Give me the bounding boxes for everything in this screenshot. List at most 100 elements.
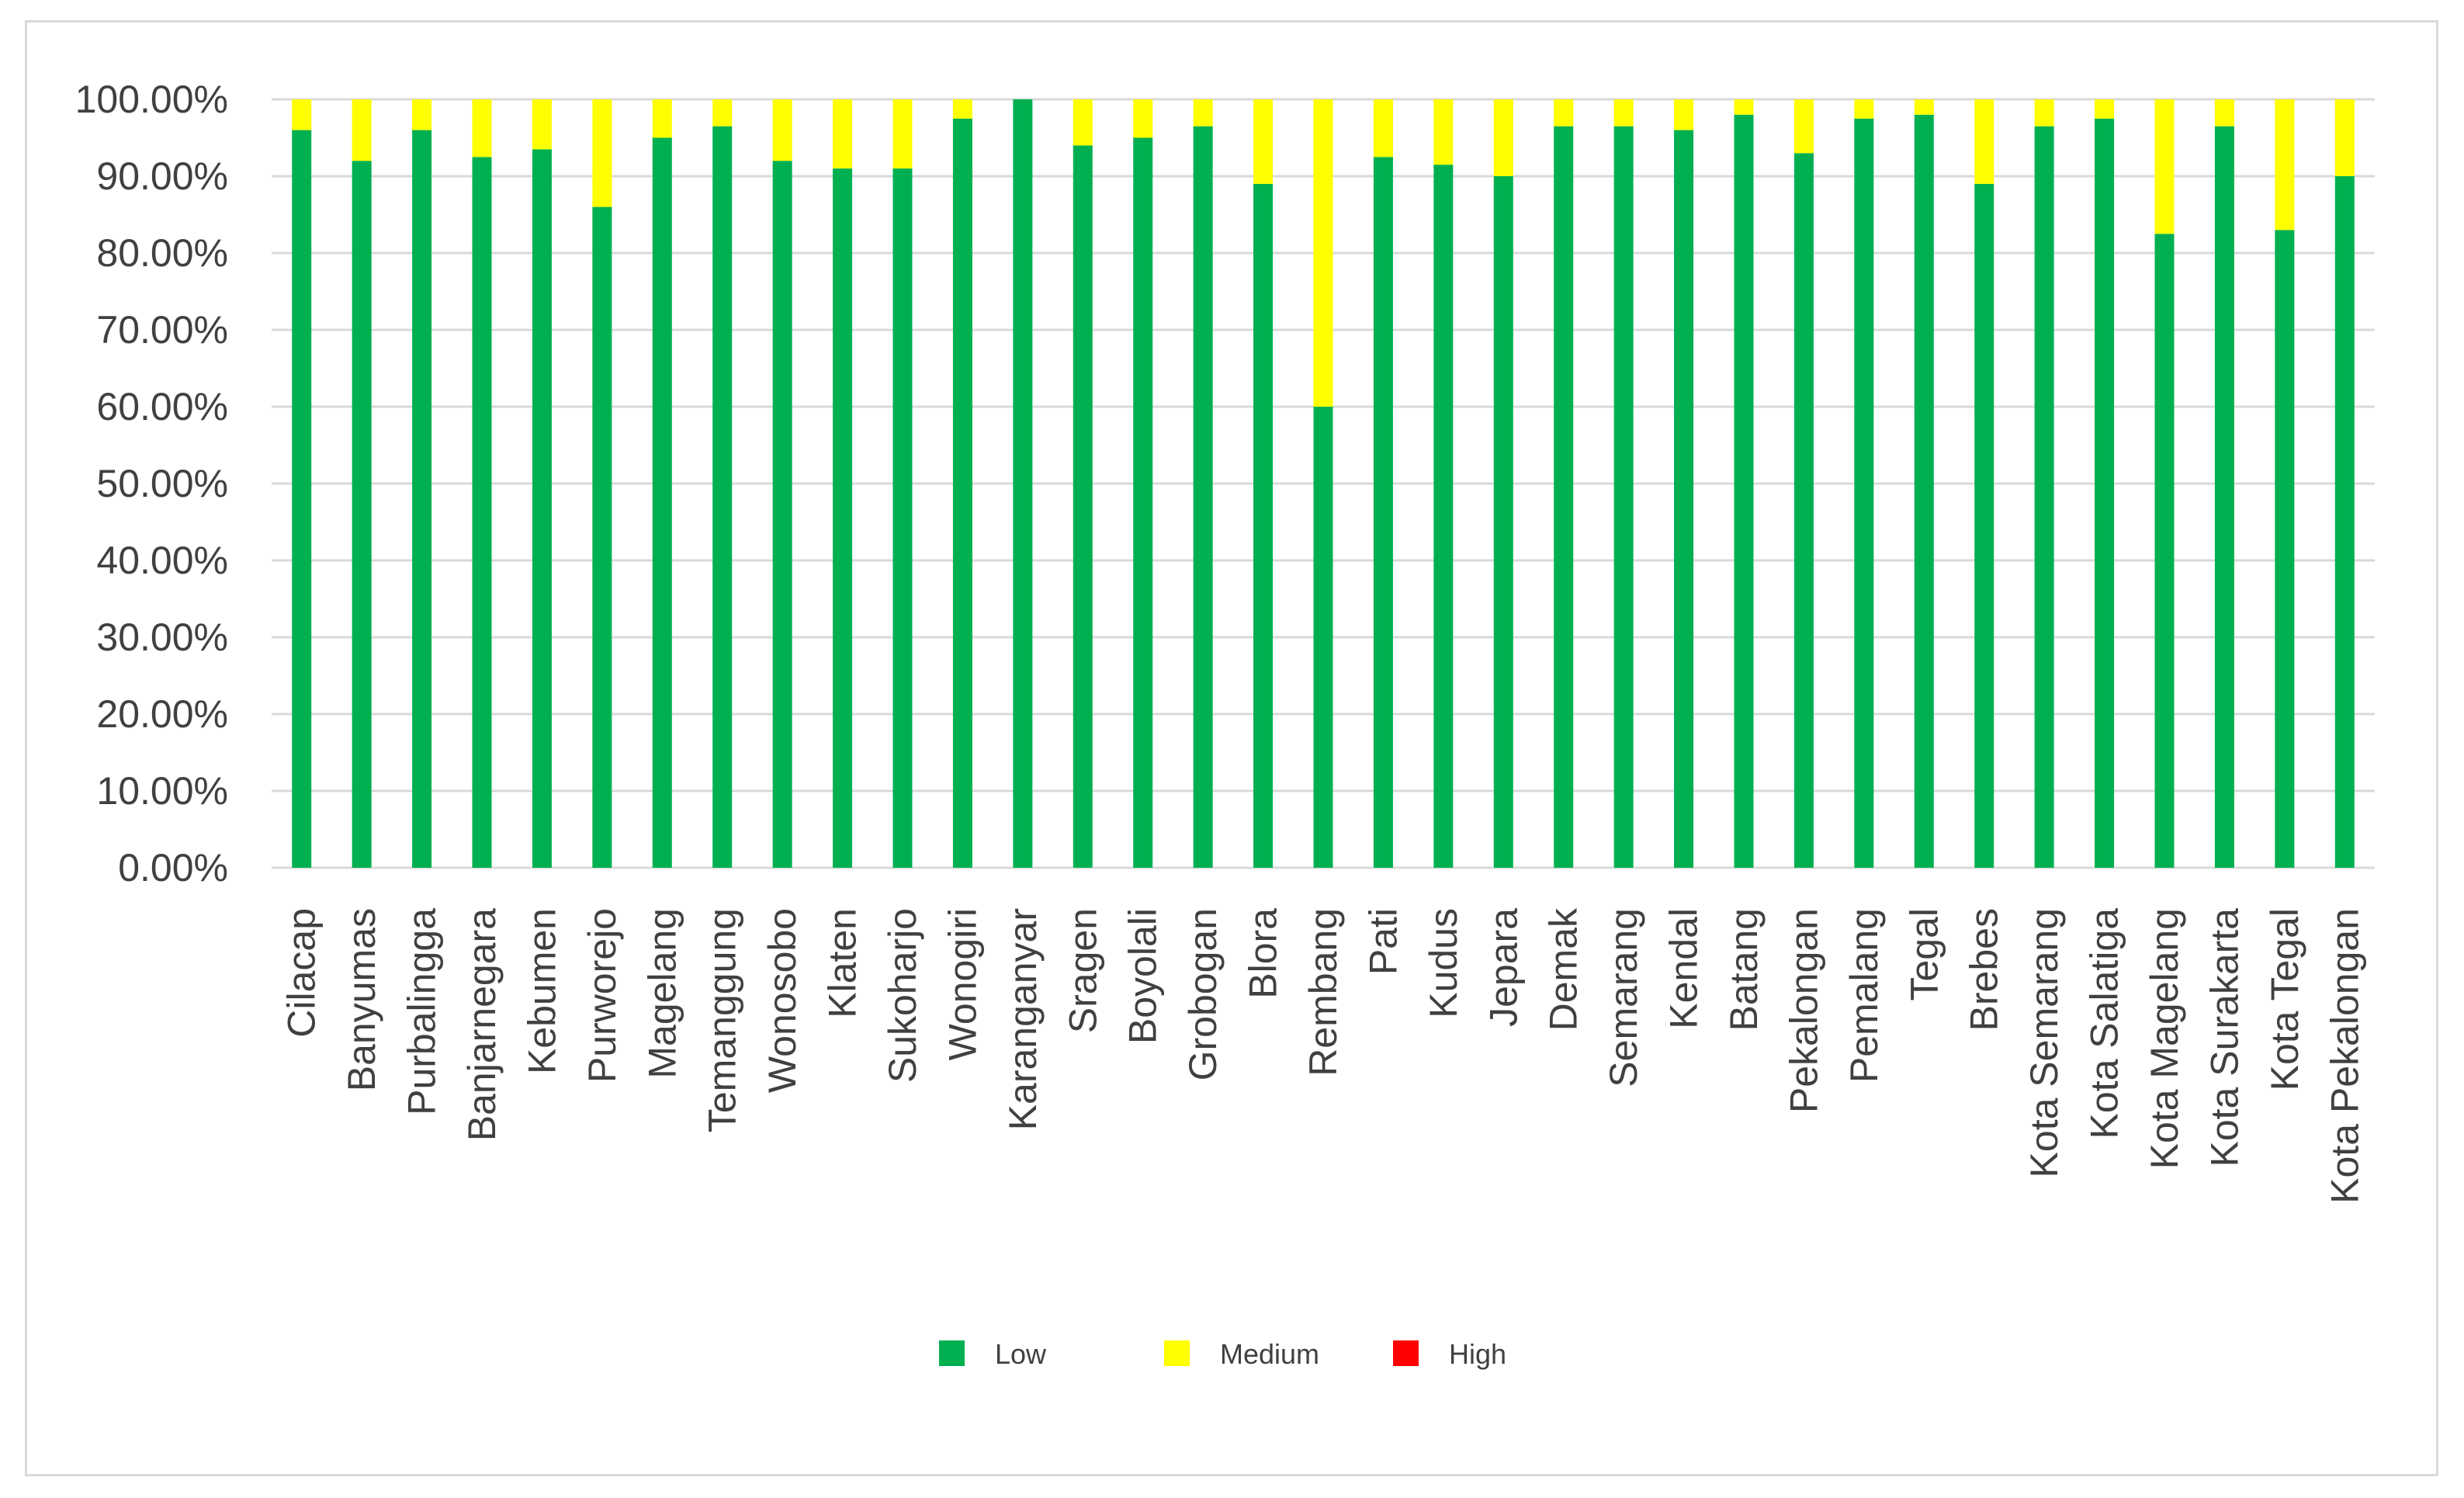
- legend-label-low: Low: [995, 1338, 1047, 1370]
- bar-medium-banjarnegara: [472, 99, 492, 158]
- x-category-label: Jepara: [1482, 908, 1525, 1027]
- x-category-label: Pati: [1361, 908, 1405, 975]
- y-tick-label: 80.00%: [96, 231, 228, 275]
- x-axis-category-labels: Cilacap Banyumas Purbalingga Banjarnegara Ke…: [280, 907, 2367, 1204]
- legend-swatch-low: [939, 1340, 965, 1366]
- bar-low-kota-pekalongan: [2334, 176, 2355, 868]
- bar-low-magelang: [652, 137, 672, 868]
- x-category-label: Grobogan: [1181, 908, 1225, 1080]
- bar-low-purworejo: [592, 206, 612, 869]
- bar-low-grobogan: [1193, 126, 1213, 868]
- bar-low-jepara: [1493, 176, 1513, 868]
- bar-low-sragen: [1073, 145, 1093, 868]
- bar-low-wonogiri: [952, 118, 972, 868]
- bar-medium-batang: [1734, 99, 1754, 115]
- x-category-label: Magelang: [640, 908, 684, 1079]
- x-category-label: Tegal: [1902, 908, 1946, 1001]
- bar-low-klaten: [833, 168, 853, 869]
- bar-medium-demak: [1554, 99, 1574, 127]
- bars: [292, 99, 2355, 869]
- bar-medium-tegal: [1914, 99, 1934, 115]
- bar-medium-pati: [1373, 99, 1393, 158]
- legend-label-medium: Medium: [1220, 1338, 1319, 1370]
- x-category-label: Klaten: [821, 908, 865, 1018]
- bar-low-pemalang: [1854, 118, 1874, 868]
- bar-medium-kudus: [1433, 99, 1454, 165]
- y-tick-label: 30.00%: [96, 615, 228, 659]
- bar-medium-cilacap: [292, 99, 312, 130]
- bar-medium-kota-pekalongan: [2334, 99, 2355, 176]
- bar-low-rembang: [1313, 407, 1333, 868]
- legend: Low Medium High: [939, 1338, 1506, 1370]
- bar-low-karanganyar: [1013, 99, 1033, 868]
- bar-low-kendal: [1674, 130, 1694, 869]
- bar-medium-banyumas: [352, 99, 372, 161]
- legend-swatch-high: [1393, 1340, 1419, 1366]
- bar-low-kota-tegal: [2275, 230, 2295, 868]
- bar-low-boyolali: [1133, 137, 1153, 868]
- legend-label-high: High: [1449, 1338, 1506, 1370]
- bar-medium-kendal: [1674, 99, 1694, 130]
- bar-low-pekalongan: [1793, 153, 1814, 869]
- y-tick-label: 90.00%: [96, 154, 228, 198]
- y-tick-label: 10.00%: [96, 769, 228, 813]
- bar-medium-pekalongan: [1793, 99, 1814, 154]
- bar-low-kota-surakarta: [2214, 126, 2234, 868]
- bar-low-brebes: [1974, 183, 1994, 868]
- x-category-label: Kota Salatiga: [2083, 908, 2126, 1139]
- x-category-label: Kota Pekalongan: [2323, 908, 2366, 1204]
- bar-medium-rembang: [1313, 99, 1333, 407]
- bar-medium-kebumen: [532, 99, 552, 150]
- bar-low-sukoharjo: [892, 168, 913, 869]
- bar-medium-klaten: [833, 99, 853, 169]
- bar-medium-pemalang: [1854, 99, 1874, 119]
- x-category-label: Demak: [1542, 907, 1585, 1031]
- bar-medium-wonosobo: [772, 99, 792, 161]
- x-category-label: Banjarnegara: [460, 908, 504, 1141]
- bar-low-purbalingga: [412, 130, 432, 869]
- bar-medium-kota-semarang: [2034, 99, 2054, 127]
- x-category-label: Purworejo: [580, 908, 624, 1083]
- bar-medium-kota-tegal: [2275, 99, 2295, 231]
- x-category-label: Pemalang: [1842, 908, 1886, 1083]
- x-category-label: Sukoharjo: [881, 908, 924, 1083]
- bar-medium-grobogan: [1193, 99, 1213, 127]
- bar-low-batang: [1734, 114, 1754, 869]
- x-category-label: Brebes: [1963, 908, 2006, 1031]
- bar-medium-purbalingga: [412, 99, 432, 130]
- x-category-label: Kota Semarang: [2022, 908, 2066, 1177]
- x-category-label: Kudus: [1422, 908, 1465, 1018]
- bar-low-kota-semarang: [2034, 126, 2054, 868]
- x-category-label: Karanganyar: [1001, 908, 1045, 1130]
- y-tick-label: 100.00%: [75, 78, 228, 121]
- bar-low-demak: [1554, 126, 1574, 868]
- bar-low-blora: [1253, 183, 1274, 868]
- y-tick-label: 60.00%: [96, 385, 228, 428]
- bar-medium-sragen: [1073, 99, 1093, 146]
- bar-low-kudus: [1433, 165, 1454, 868]
- bar-medium-brebes: [1974, 99, 1994, 184]
- bar-low-banyumas: [352, 161, 372, 868]
- bar-low-kota-salatiga: [2095, 118, 2115, 868]
- x-category-label: Pekalongan: [1782, 908, 1825, 1113]
- bar-medium-sukoharjo: [892, 99, 913, 169]
- x-category-label: Sragen: [1061, 908, 1104, 1033]
- y-tick-label: 40.00%: [96, 539, 228, 582]
- bar-medium-magelang: [652, 99, 672, 138]
- x-category-label: Boyolali: [1121, 908, 1165, 1044]
- x-category-label: Temanggung: [701, 908, 744, 1132]
- bar-medium-wonogiri: [952, 99, 972, 119]
- bar-low-wonosobo: [772, 161, 792, 868]
- bar-medium-kota-salatiga: [2095, 99, 2115, 119]
- bar-medium-jepara: [1493, 99, 1513, 176]
- bar-medium-boyolali: [1133, 99, 1153, 138]
- x-category-label: Wonosobo: [761, 908, 804, 1093]
- bar-medium-purworejo: [592, 99, 612, 207]
- y-tick-label: 70.00%: [96, 308, 228, 352]
- bar-medium-temanggung: [712, 99, 733, 127]
- bar-medium-kota-surakarta: [2214, 99, 2234, 127]
- y-axis-tick-labels: 0.00% 10.00% 20.00% 30.00% 40.00% 50.00% 60.00…: [75, 78, 228, 889]
- y-tick-label: 0.00%: [118, 846, 228, 889]
- bar-low-cilacap: [292, 130, 312, 869]
- bar-low-temanggung: [712, 126, 733, 868]
